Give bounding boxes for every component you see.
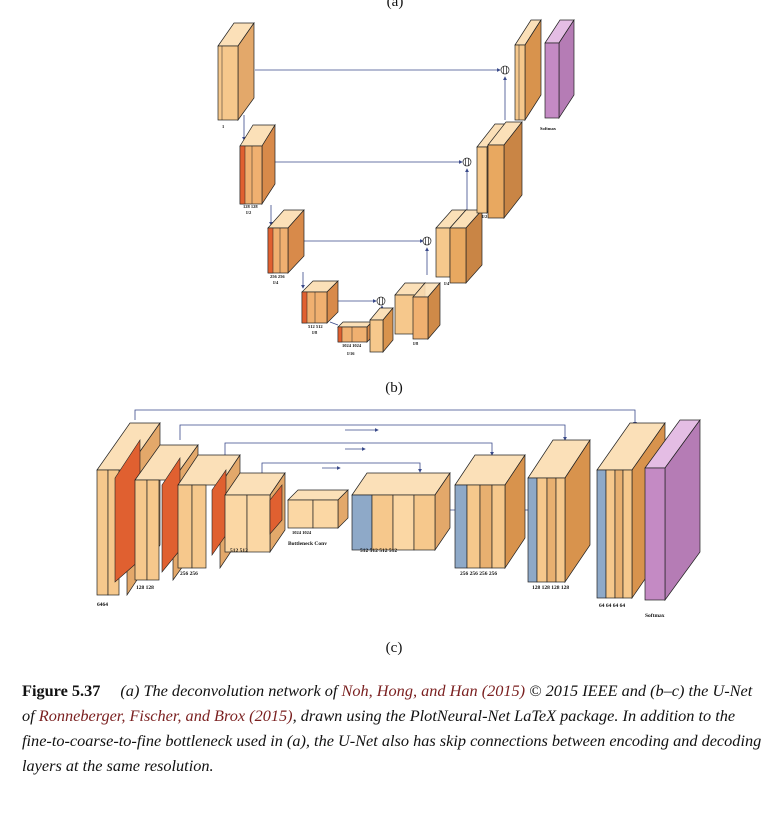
citation-noh[interactable]: Noh, Hong, and Han (2015) <box>341 681 526 700</box>
a-bottleneck-label: 1024 1024 <box>342 343 362 348</box>
a-dec-level2 <box>476 120 523 220</box>
panel-label-c: (c) <box>386 640 403 656</box>
a-softmax-label: Softmax <box>540 126 557 131</box>
citation-ronneberger[interactable]: Ronneberger, Fischer, and Brox (2015) <box>38 706 293 725</box>
panel-label-a: (a) <box>387 0 404 10</box>
a-level2-label: 128 128 <box>243 204 258 209</box>
b-enc2-labels: 128 128 <box>136 585 154 591</box>
a-enc-level1 <box>217 21 255 122</box>
b-dec4-labels: 512 512 512 512 <box>360 548 397 554</box>
caption-text-1: (a) The deconvolution network of <box>120 681 342 700</box>
panel-b-unet: 6464 128 128 256 256 512 512 <box>96 409 701 619</box>
a-bottleneck <box>337 321 373 343</box>
b-dec-block4 <box>351 471 451 552</box>
a-level1-label: 1 <box>222 124 225 129</box>
b-dec2-labels: 128 128 128 128 <box>532 585 569 591</box>
a-dec2-label: I/2 <box>482 214 488 219</box>
figure-diagram: (a) (b) (c) 1 <box>96 0 701 656</box>
a-level3-label: 256 256 <box>270 274 285 279</box>
b-dec1-labels: 64 64 64 64 <box>599 603 625 609</box>
a-enc-level4 <box>301 280 339 324</box>
b-dec-block3 <box>454 453 526 570</box>
a-enc-level3 <box>267 209 305 274</box>
a-softmax-layer <box>544 18 575 120</box>
panel-label-b: (b) <box>385 380 403 396</box>
a-dec-level3 <box>435 209 483 284</box>
b-dec-block2 <box>527 438 591 584</box>
a-dec-level1 <box>514 18 542 122</box>
a-level4-label: 512 512 <box>308 324 323 329</box>
b-label-6464: 6464 <box>97 602 108 608</box>
caption-text-2: © 2015 IEEE and (b–c) the U-Net of <box>22 681 753 725</box>
figure-number: Figure 5.37 <box>22 681 101 700</box>
figure-caption: Figure 5.37 (a) The deconvolution network… <box>22 678 764 778</box>
a-dec4-scale: I/8 <box>413 341 419 346</box>
b-bottleneck-label: Bottleneck Conv <box>288 541 327 547</box>
b-enc4-labels: 512 512 <box>230 548 248 554</box>
caption-text-3: , drawn using the PlotNeural-Net LaTeX p… <box>22 706 762 775</box>
b-dec3-labels: 256 256 256 256 <box>460 571 497 577</box>
b-softmax-label: Softmax <box>645 613 665 619</box>
a-enc-level2 <box>239 123 276 206</box>
a-bottleneck-scale: I/16 <box>347 351 355 356</box>
a-level4-scale: I/8 <box>312 330 318 335</box>
b-softmax-layer <box>644 418 701 602</box>
concat-nodes-a <box>376 65 510 306</box>
panel-a-unet: 1 128 128 I/2 256 256 I/4 5 <box>217 18 575 356</box>
a-dec-level4-conv <box>394 282 441 340</box>
b-bottleneck-numbers: 1024 1024 <box>292 530 312 535</box>
a-dec-level4 <box>369 307 394 353</box>
b-enc3-labels: 256 256 <box>180 571 198 577</box>
b-enc-block4 <box>224 471 286 554</box>
b-bottleneck <box>287 489 349 529</box>
a-level3-scale: I/4 <box>273 280 279 285</box>
a-level2-scale: I/2 <box>246 210 252 215</box>
a-dec3-label: I/4 <box>444 281 450 286</box>
